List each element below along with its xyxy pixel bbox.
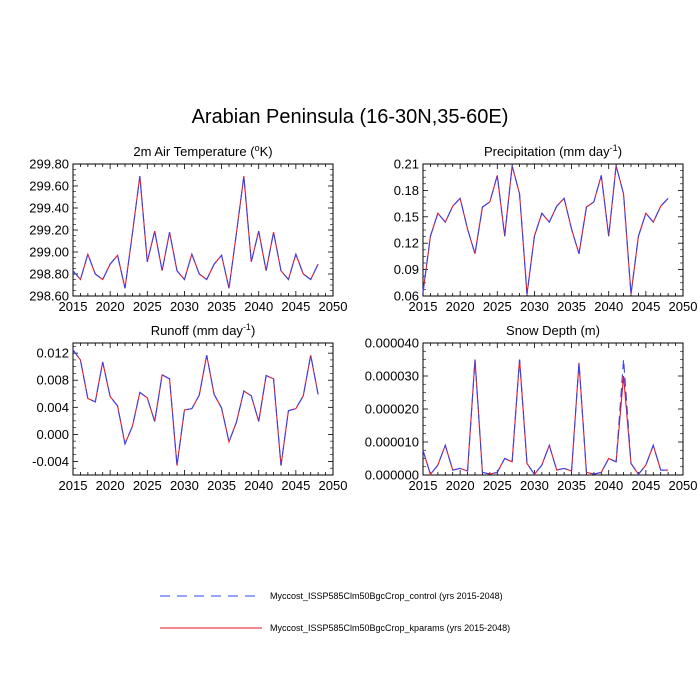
x-tick-label: 2040 xyxy=(594,478,623,493)
y-tick-label: 299.20 xyxy=(29,223,69,238)
series-line-control xyxy=(422,165,669,295)
x-tick-label: 2040 xyxy=(244,478,273,493)
legend-label: Myccost_ISSP585Clm50BgcCrop_kparams (yrs… xyxy=(270,623,510,633)
y-tick-label: 0.09 xyxy=(394,262,419,277)
panel-title: Snow Depth (m) xyxy=(506,323,600,338)
y-tick-label: 0.000020 xyxy=(365,402,419,417)
series-line-control xyxy=(72,176,319,289)
x-tick-label: 2030 xyxy=(170,478,199,493)
x-tick-label: 2040 xyxy=(244,299,273,314)
y-tick-label: 0.012 xyxy=(36,346,69,361)
x-tick-label: 2035 xyxy=(207,299,236,314)
y-tick-label: 0.000010 xyxy=(365,435,419,450)
y-tick-label: 0.18 xyxy=(394,183,419,198)
y-tick-label: 299.40 xyxy=(29,201,69,216)
x-tick-label: 2045 xyxy=(281,299,310,314)
y-tick-label: 0.12 xyxy=(394,236,419,251)
plot-frame xyxy=(422,163,684,297)
legend-item-0: Myccost_ISSP585Clm50BgcCrop_control (yrs… xyxy=(160,591,503,601)
panel-title: Precipitation (mm day-1) xyxy=(484,143,622,159)
x-tick-label: 2025 xyxy=(133,478,162,493)
x-tick-label: 2015 xyxy=(59,478,88,493)
y-tick-label: 0.000000 xyxy=(365,468,419,483)
x-tick-label: 2050 xyxy=(319,299,348,314)
x-tick-label: 2020 xyxy=(96,478,125,493)
x-tick-label: 2030 xyxy=(520,478,549,493)
y-tick-label: 0.000040 xyxy=(365,336,419,351)
y-tick-label: 0.008 xyxy=(36,373,69,388)
x-tick-label: 2030 xyxy=(170,299,199,314)
series-line-kparams xyxy=(422,359,669,476)
series-line-control xyxy=(422,359,669,476)
y-tick-label: 0.000 xyxy=(36,427,69,442)
x-tick-label: 2020 xyxy=(446,299,475,314)
x-tick-label: 2020 xyxy=(96,299,125,314)
series-line-control xyxy=(72,349,319,466)
x-tick-label: 2035 xyxy=(557,299,586,314)
y-tick-label: 298.60 xyxy=(29,289,69,304)
x-tick-label: 2045 xyxy=(631,478,660,493)
x-tick-label: 2035 xyxy=(207,478,236,493)
x-tick-label: 2050 xyxy=(319,478,348,493)
y-tick-label: 298.80 xyxy=(29,267,69,282)
y-tick-label: -0.004 xyxy=(32,454,69,469)
series-line-kparams xyxy=(422,165,669,295)
y-tick-label: 0.06 xyxy=(394,289,419,304)
y-tick-label: 299.80 xyxy=(29,157,69,172)
x-tick-label: 2025 xyxy=(483,478,512,493)
y-tick-label: 0.000030 xyxy=(365,369,419,384)
y-tick-label: 299.00 xyxy=(29,245,69,260)
x-tick-label: 2015 xyxy=(59,299,88,314)
y-tick-label: 0.15 xyxy=(394,209,419,224)
legend-item-1: Myccost_ISSP585Clm50BgcCrop_kparams (yrs… xyxy=(160,623,510,633)
chart-panel-0: 2m Air Temperature (oK) 2015 2020 2025 2030 2… xyxy=(29,143,347,314)
series-line-kparams xyxy=(72,176,319,289)
chart-panel-3: Snow Depth (m) 2015 2020 2025 2030 2035 2040 20… xyxy=(365,323,698,493)
chart-panel-2: Runoff (mm day-1) 2015 2020 2025 2030 2035 204… xyxy=(32,322,347,493)
x-tick-label: 2040 xyxy=(594,299,623,314)
y-tick-label: 0.21 xyxy=(394,157,419,172)
x-tick-label: 2045 xyxy=(631,299,660,314)
x-tick-label: 2035 xyxy=(557,478,586,493)
x-tick-label: 2020 xyxy=(446,478,475,493)
x-tick-label: 2030 xyxy=(520,299,549,314)
x-tick-label: 2015 xyxy=(409,299,438,314)
x-tick-label: 2050 xyxy=(669,478,698,493)
x-tick-label: 2045 xyxy=(281,478,310,493)
panel-title: Runoff (mm day-1) xyxy=(151,322,256,338)
series-line-kparams xyxy=(72,349,319,466)
legend-label: Myccost_ISSP585Clm50BgcCrop_control (yrs… xyxy=(270,591,503,601)
panel-title: 2m Air Temperature (oK) xyxy=(133,143,272,159)
plot-frame xyxy=(422,342,684,476)
chart-title: Arabian Peninsula (16-30N,35-60E) xyxy=(191,106,509,128)
plot-frame xyxy=(72,342,334,476)
y-tick-label: 299.60 xyxy=(29,179,69,194)
y-tick-label: 0.004 xyxy=(36,400,69,415)
x-tick-label: 2025 xyxy=(483,299,512,314)
x-tick-label: 2025 xyxy=(133,299,162,314)
x-tick-label: 2015 xyxy=(409,478,438,493)
x-tick-label: 2050 xyxy=(669,299,698,314)
chart-panel-1: Precipitation (mm day-1) 2015 2020 2025 2030… xyxy=(394,143,698,314)
